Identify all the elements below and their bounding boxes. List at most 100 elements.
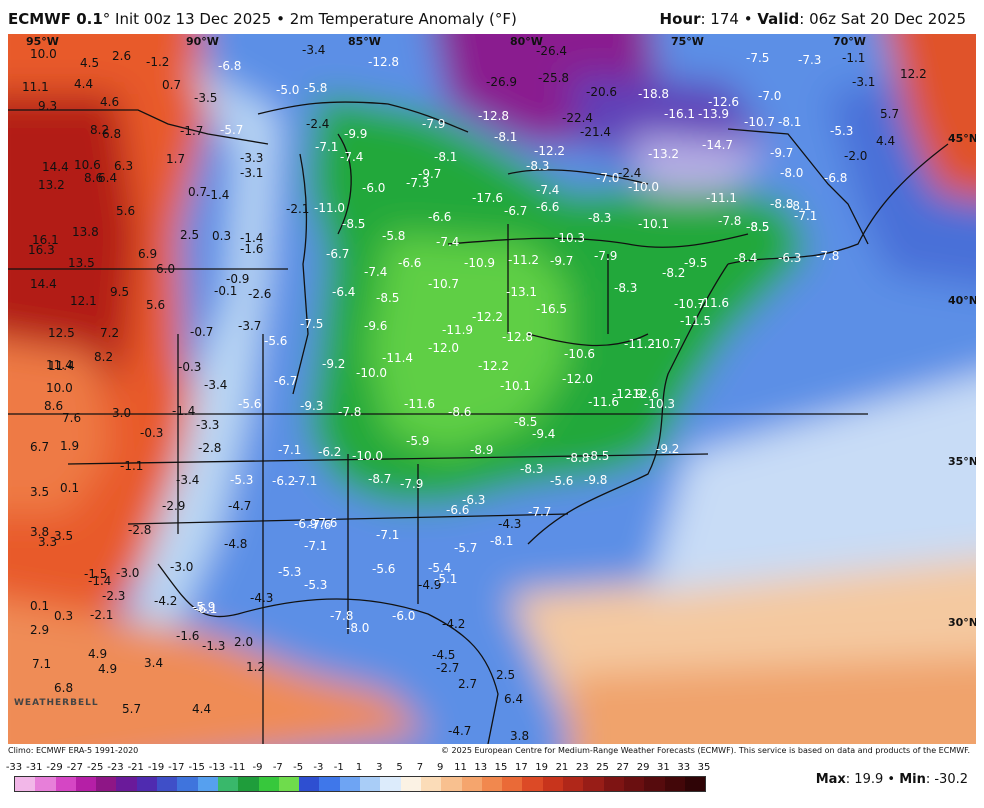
anomaly-value: 12.2 <box>900 67 927 81</box>
legend-swatch <box>461 777 482 791</box>
legend-swatch <box>644 777 665 791</box>
anomaly-value: -7.9 <box>400 477 423 491</box>
anomaly-value: -7.8 <box>718 214 741 228</box>
anomaly-value: -25.8 <box>538 71 569 85</box>
climo-text: Climo: ECMWF ERA-5 1991-2020 <box>8 746 139 755</box>
anomaly-value: -4.2 <box>154 594 177 608</box>
anomaly-value: -8.9 <box>470 443 493 457</box>
anomaly-value: -3.3 <box>196 418 219 432</box>
legend-swatch <box>380 777 401 791</box>
legend-tick-label: -31 <box>26 762 43 773</box>
anomaly-value: 6.4 <box>504 692 523 706</box>
legend-swatch <box>258 777 279 791</box>
anomaly-value: 3.5 <box>30 485 49 499</box>
anomaly-value: -8.6 <box>448 405 471 419</box>
anomaly-value: -7.9 <box>594 249 617 263</box>
anomaly-value: -4.3 <box>250 591 273 605</box>
anomaly-value: -8.0 <box>346 621 369 635</box>
anomaly-value: -2.6 <box>248 287 271 301</box>
anomaly-value: -4.7 <box>228 499 251 513</box>
legend-swatch <box>360 777 381 791</box>
legend-swatch <box>400 777 421 791</box>
anomaly-value: 3.8 <box>510 729 529 743</box>
legend-tick-label: -17 <box>168 762 185 773</box>
legend-swatch <box>441 777 462 791</box>
anomaly-value: 3.0 <box>112 406 131 420</box>
anomaly-value: -10.3 <box>644 397 675 411</box>
legend-tick-label: -13 <box>208 762 226 773</box>
anomaly-value: -7.1 <box>278 443 301 457</box>
anomaly-value: -1.6 <box>176 629 199 643</box>
anomaly-value: 2.5 <box>496 668 515 682</box>
anomaly-value: -4.9 <box>418 578 441 592</box>
anomaly-value: -3.0 <box>170 560 193 574</box>
anomaly-value: -12.2 <box>478 359 509 373</box>
anomaly-value: -0.1 <box>214 284 237 298</box>
anomaly-value: 0.1 <box>60 481 79 495</box>
legend-tick-label: -11 <box>229 762 246 773</box>
anomaly-value: -4.7 <box>448 724 471 738</box>
anomaly-value: -9.7 <box>770 146 793 160</box>
legend-swatch <box>664 777 685 791</box>
anomaly-value: -6.9 <box>294 517 317 531</box>
anomaly-value: -7.1 <box>304 539 327 553</box>
anomaly-value: -5.6 <box>372 562 395 576</box>
legend-swatch <box>623 777 645 791</box>
legend-tick-label: 11 <box>454 762 467 773</box>
anomaly-value: -20.6 <box>586 85 617 99</box>
anomaly-value: -26.4 <box>536 44 567 58</box>
legend-swatch <box>75 777 97 791</box>
anomaly-value: -9.7 <box>418 167 441 181</box>
anomaly-value: -2.0 <box>844 149 867 163</box>
legend-swatch <box>217 777 239 791</box>
anomaly-value: -12.2 <box>534 144 565 158</box>
legend-swatch <box>177 777 198 791</box>
anomaly-value: 3.8 <box>30 525 49 539</box>
legend-tick-label: -21 <box>127 762 144 773</box>
lat-label: 45°N <box>948 132 976 145</box>
anomaly-value: -0.7 <box>190 325 213 339</box>
anomaly-value: -8.5 <box>514 415 537 429</box>
anomaly-value: -11.1 <box>706 191 737 205</box>
anomaly-value: -5.3 <box>230 473 253 487</box>
anomaly-value: -9.6 <box>364 319 387 333</box>
anomaly-value: -3.1 <box>240 166 263 180</box>
legend-tick-label: -9 <box>252 762 263 773</box>
anomaly-value: -7.0 <box>758 89 781 103</box>
anomaly-value: -0.3 <box>140 426 163 440</box>
legend-swatch <box>116 777 137 791</box>
anomaly-value: -22.4 <box>562 111 593 125</box>
anomaly-value: 6.0 <box>156 262 175 276</box>
anomaly-value: -6.6 <box>398 256 421 270</box>
anomaly-value: 11.4 <box>48 359 75 373</box>
anomaly-value: 0.7 <box>162 78 181 92</box>
anomaly-value: -7.3 <box>406 176 429 190</box>
anomaly-value: 2.7 <box>458 677 477 691</box>
legend-swatch <box>319 777 340 791</box>
anomaly-value: 5.7 <box>880 107 899 121</box>
legend-tick-label: 23 <box>575 762 589 773</box>
anomaly-value: -8.0 <box>780 166 803 180</box>
valid-value: : 06z Sat 20 Dec 2025 <box>799 10 966 28</box>
anomaly-value: 3.4 <box>144 656 163 670</box>
anomaly-value: 16.1 <box>32 233 59 247</box>
anomaly-value: -9.7 <box>550 254 573 268</box>
legend-tick-label: -3 <box>313 762 324 773</box>
anomaly-value: -8.3 <box>614 281 637 295</box>
anomaly-value: 6.8 <box>54 681 73 695</box>
anomaly-value: -4.5 <box>432 648 455 662</box>
legend-swatch <box>299 777 320 791</box>
color-legend: -33 -31 -29 -27 -25 -23 -21 -19 -17 -15 -13 -11 -9 -7… <box>6 762 710 792</box>
anomaly-value: -10.6 <box>564 347 595 361</box>
anomaly-value: -12.8 <box>478 109 509 123</box>
anomaly-value: 7.2 <box>100 326 119 340</box>
anomaly-value: -7.9 <box>422 117 445 131</box>
anomaly-value: -12.0 <box>562 372 593 386</box>
anomaly-value: -6.8 <box>824 171 847 185</box>
valid-time: Hour: 174 • Valid: 06z Sat 20 Dec 2025 <box>660 10 966 28</box>
anomaly-value: 14.4 <box>30 277 57 291</box>
anomaly-value: 11.1 <box>22 80 49 94</box>
anomaly-value: 6.7 <box>30 440 49 454</box>
anomaly-value: -8.5 <box>586 449 609 463</box>
anomaly-value: -8.5 <box>746 220 769 234</box>
